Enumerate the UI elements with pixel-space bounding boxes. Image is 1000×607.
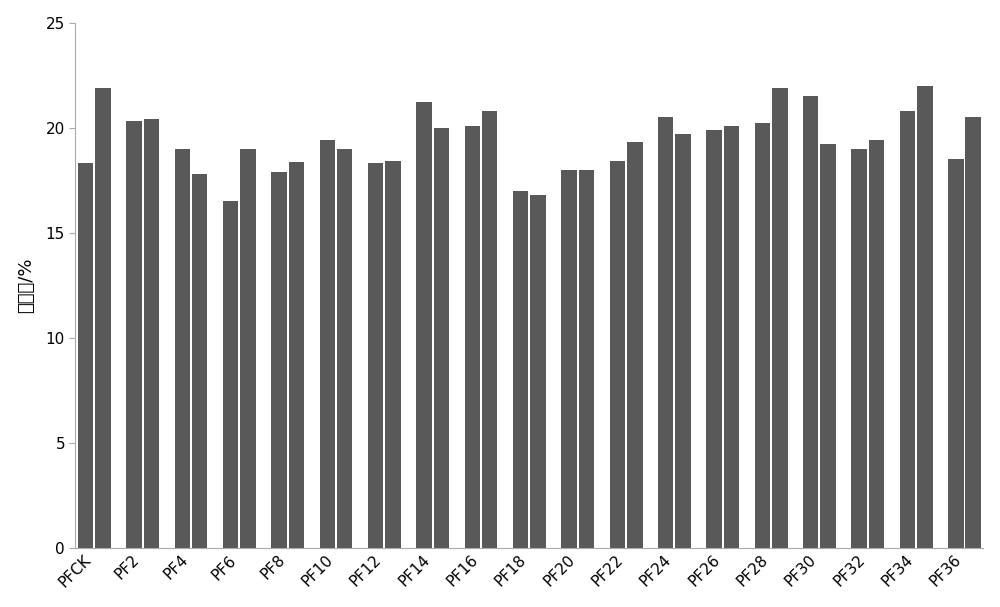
Bar [851, 149, 867, 548]
Bar [513, 191, 528, 548]
Bar [658, 117, 673, 548]
Bar [416, 103, 432, 548]
Bar [675, 134, 691, 548]
Bar [610, 161, 625, 548]
Bar [820, 144, 836, 548]
Bar [368, 163, 383, 548]
Bar [482, 111, 497, 548]
Bar [917, 86, 933, 548]
Bar [95, 88, 111, 548]
Bar [706, 130, 722, 548]
Bar [724, 126, 739, 548]
Bar [530, 195, 546, 548]
Bar [223, 201, 238, 548]
Bar [627, 142, 643, 548]
Bar [175, 149, 190, 548]
Bar [869, 140, 884, 548]
Bar [144, 119, 159, 548]
Bar [900, 111, 915, 548]
Bar [271, 172, 287, 548]
Bar [561, 169, 577, 548]
Bar [965, 117, 981, 548]
Bar [126, 121, 142, 548]
Bar [948, 159, 964, 548]
Bar [385, 161, 401, 548]
Bar [772, 88, 788, 548]
Bar [78, 163, 93, 548]
Bar [755, 123, 770, 548]
Bar [240, 149, 256, 548]
Y-axis label: 浸出物/%: 浸出物/% [17, 257, 35, 313]
Bar [803, 96, 818, 548]
Bar [465, 126, 480, 548]
Bar [289, 162, 304, 548]
Bar [320, 140, 335, 548]
Bar [337, 149, 352, 548]
Bar [192, 174, 207, 548]
Bar [434, 127, 449, 548]
Bar [579, 169, 594, 548]
